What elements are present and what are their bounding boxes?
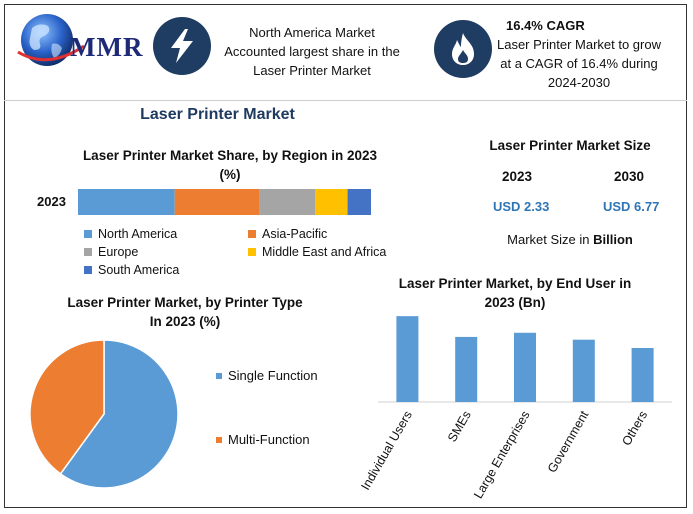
region-category-label: 2023 [37, 194, 66, 209]
lightning-icon [171, 29, 193, 63]
pie-legend-label: Single Function [228, 368, 318, 383]
mmr-logo: MMR [10, 10, 144, 70]
region-chart-title-line1: Laser Printer Market Share, by Region in… [82, 148, 378, 163]
pie-slice-multi-function [29, 339, 105, 475]
region-bar-north-america [78, 189, 175, 215]
market-size-value-2030: USD 6.77 [603, 199, 660, 214]
enduser-bar-others [631, 348, 654, 402]
region-legend-north-america: North America [84, 227, 177, 241]
pie-legend-label: Multi-Function [228, 432, 310, 447]
market-size-note-unit: Billion [593, 232, 633, 247]
pie-chart-title-line1: Laser Printer Market, by Printer Type [67, 295, 303, 310]
pie-legend-multi-function: Multi-Function [216, 432, 310, 447]
region-legend-south-america: South America [84, 263, 179, 277]
region-legend-swatch [84, 248, 92, 256]
header-box2-line3: 2024-2030 [547, 75, 611, 90]
enduser-tick-large-enterprises: Large Enterprises [471, 409, 532, 501]
enduser-chart-title-line1: Laser Printer Market, by End User in [398, 276, 632, 291]
region-bar-europe [259, 189, 316, 215]
pie-chart-title: Laser Printer Market, by Printer Type In… [40, 293, 330, 331]
globe-icon [17, 14, 85, 66]
pie-legend-swatch [216, 372, 222, 379]
region-legend-swatch [248, 248, 256, 256]
region-bar-middle-east-and-africa [315, 189, 348, 215]
region-legend-swatch [248, 230, 256, 238]
market-size-note-prefix: Market Size in [507, 232, 594, 247]
pie-slice-single-function [59, 339, 179, 489]
lightning-icon-circle [153, 17, 211, 75]
region-legend-label: South America [98, 263, 180, 277]
region-legend-label: Middle East and Africa [262, 245, 387, 259]
region-legend-swatch [84, 266, 92, 274]
logo-text: MMR [70, 32, 144, 62]
pie-legend-swatch [216, 436, 222, 443]
region-bar-south-america [347, 189, 371, 215]
region-legend-label: North America [98, 227, 178, 241]
header-box1-line2: Accounted largest share in the [224, 44, 400, 59]
header-box2-text: 16.4% CAGR Laser Printer Market to grow … [494, 16, 664, 92]
enduser-tick-others: Others [619, 409, 650, 448]
enduser-bar-individual-users [396, 316, 419, 402]
market-size-year-2023: 2023 [502, 169, 533, 184]
infographic-frame [4, 4, 687, 508]
enduser-chart-title-line2: 2023 (Bn) [484, 295, 546, 310]
market-size-value-2023: USD 2.33 [493, 199, 550, 214]
region-legend-label: Europe [98, 245, 139, 259]
market-size-title: Laser Printer Market Size [489, 138, 651, 153]
pie-chart-title-line2: In 2023 (%) [149, 314, 221, 329]
header-box2-line1: Laser Printer Market to grow [496, 37, 661, 52]
enduser-tick-individual-users: Individual Users [358, 409, 415, 493]
main-title: Laser Printer Market [140, 106, 295, 123]
header-box1-text: North America Market Accounted largest s… [212, 23, 412, 80]
region-legend-label: Asia-Pacific [262, 227, 328, 241]
region-legend-middle-east-and-africa: Middle East and Africa [248, 245, 386, 259]
header-box2-line2: at a CAGR of 16.4% during [500, 56, 658, 71]
region-legend-swatch [84, 230, 92, 238]
enduser-bar-government [572, 339, 595, 402]
region-bar-asia-pacific [174, 189, 260, 215]
enduser-bar-large-enterprises [514, 332, 536, 402]
market-size-year-2030: 2030 [614, 169, 645, 184]
enduser-tick-smes: SMEs [445, 409, 474, 445]
region-chart-title: Laser Printer Market Share, by Region in… [60, 146, 400, 184]
enduser-chart-title: Laser Printer Market, by End User in 202… [380, 274, 650, 312]
pie-legend-single-function: Single Function [216, 368, 318, 383]
flame-icon [452, 33, 474, 65]
region-legend-asia-pacific: Asia-Pacific [248, 227, 327, 241]
region-chart-title-line2: (%) [219, 167, 241, 182]
header-box1-line1: North America Market [249, 25, 375, 40]
enduser-bar-smes [455, 336, 478, 402]
enduser-tick-government: Government [545, 408, 592, 475]
header-box1-line3: Laser Printer Market [253, 63, 371, 78]
cagr-title: 16.4% CAGR [506, 18, 585, 33]
region-legend-europe: Europe [84, 245, 138, 259]
flame-icon-circle [434, 20, 492, 78]
header-divider [4, 100, 687, 101]
market-size-note: Market Size in Billion [470, 232, 670, 247]
